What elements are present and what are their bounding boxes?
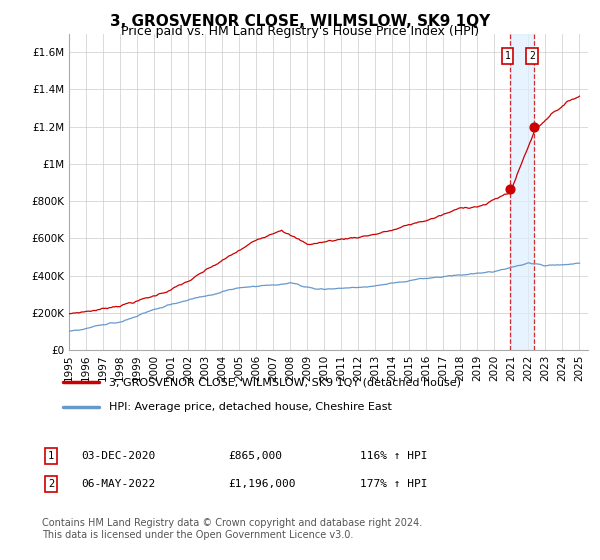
Text: £1,196,000: £1,196,000 [228, 479, 296, 489]
Text: 2: 2 [48, 479, 54, 489]
Bar [510, 34, 535, 350]
Text: 06-MAY-2022: 06-MAY-2022 [81, 479, 155, 489]
Text: 1: 1 [505, 51, 511, 61]
Point [530, 123, 539, 132]
Text: Price paid vs. HM Land Registry's House Price Index (HPI): Price paid vs. HM Land Registry's House … [121, 25, 479, 38]
Point [505, 185, 515, 194]
Text: 03-DEC-2020: 03-DEC-2020 [81, 451, 155, 461]
Text: 116% ↑ HPI: 116% ↑ HPI [360, 451, 427, 461]
Text: Contains HM Land Registry data © Crown copyright and database right 2024.
This d: Contains HM Land Registry data © Crown c… [42, 518, 422, 540]
Text: £865,000: £865,000 [228, 451, 282, 461]
Text: 2: 2 [529, 51, 535, 61]
Text: HPI: Average price, detached house, Cheshire East: HPI: Average price, detached house, Ches… [109, 402, 392, 412]
Text: 3, GROSVENOR CLOSE, WILMSLOW, SK9 1QY (detached house): 3, GROSVENOR CLOSE, WILMSLOW, SK9 1QY (d… [109, 377, 461, 388]
Text: 177% ↑ HPI: 177% ↑ HPI [360, 479, 427, 489]
Text: 1: 1 [48, 451, 54, 461]
Text: 3, GROSVENOR CLOSE, WILMSLOW, SK9 1QY: 3, GROSVENOR CLOSE, WILMSLOW, SK9 1QY [110, 14, 490, 29]
